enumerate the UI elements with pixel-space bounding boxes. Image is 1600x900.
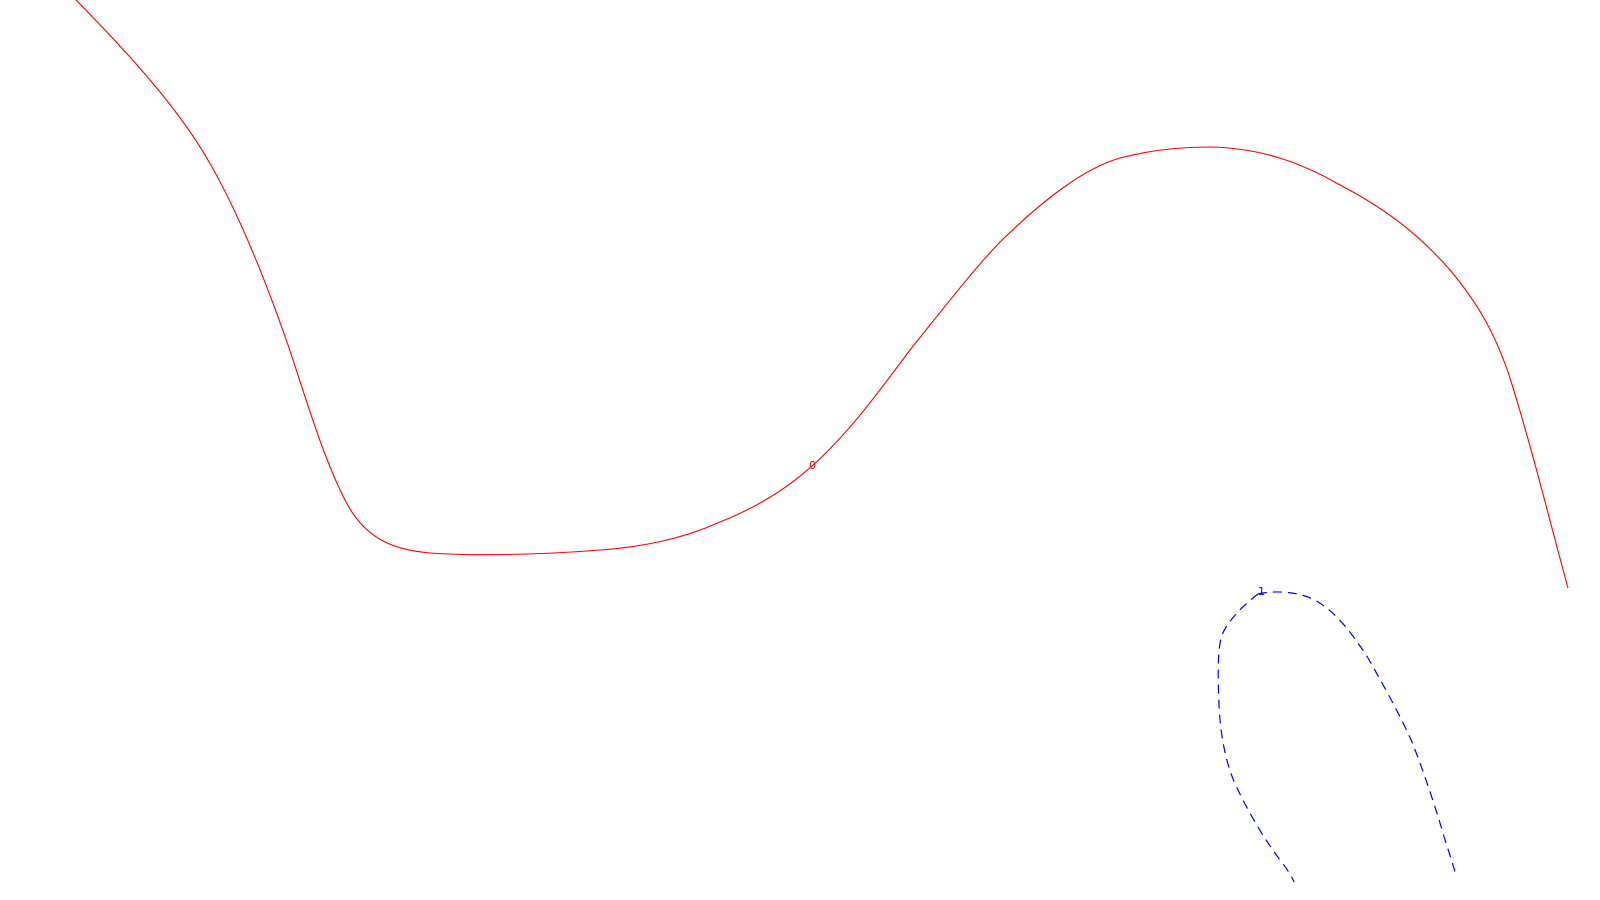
contour-line-0 [75, 0, 1569, 589]
contour-line-1-left-branch [1217, 593, 1295, 883]
contour-line-1 [1257, 591, 1457, 876]
contour-label-1: 1 [1258, 585, 1265, 598]
contour-label-0: 0 [809, 459, 816, 472]
